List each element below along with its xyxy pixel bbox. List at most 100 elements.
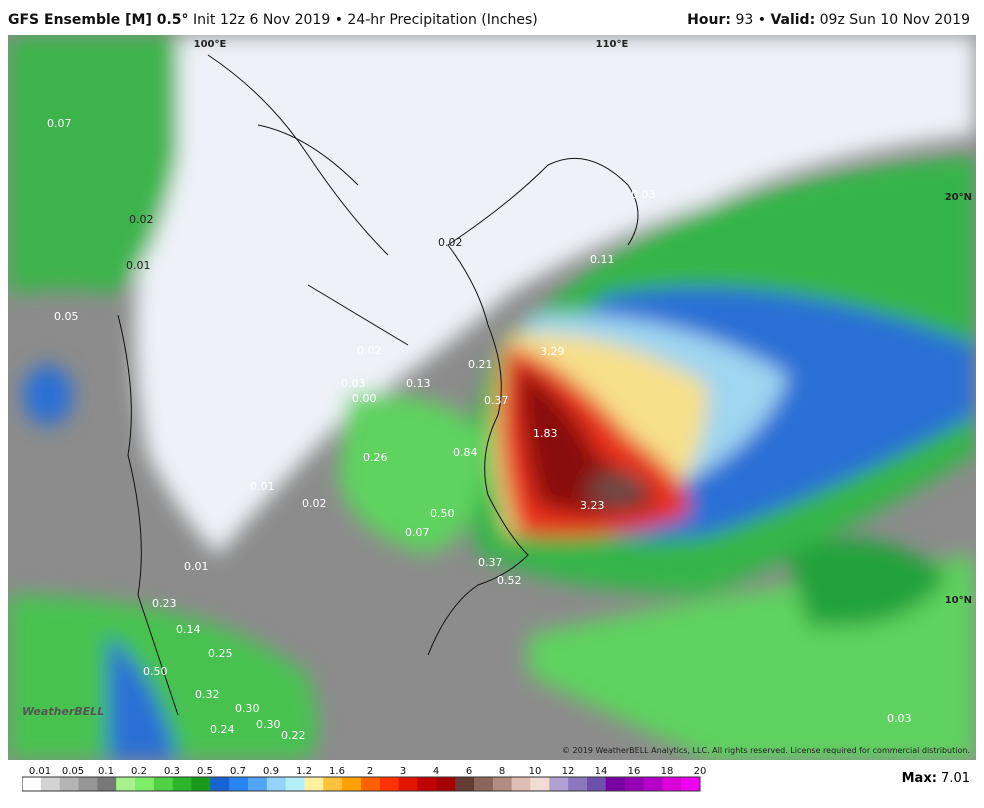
legend-swatch — [379, 777, 400, 791]
legend-swatch — [266, 777, 287, 791]
valid: 09z Sun 10 Nov 2019 — [819, 12, 970, 28]
legend-swatch — [436, 777, 456, 791]
hour: 93 — [735, 12, 754, 28]
legend-swatch — [78, 777, 98, 791]
point-label: 0.30 — [235, 702, 260, 715]
point-label: 0.01 — [184, 560, 209, 573]
grid-label: 20°N — [945, 192, 972, 203]
header-right: Hour: 93 • Valid: 09z Sun 10 Nov 2019 — [687, 12, 970, 28]
point-label: 0.11 — [590, 253, 615, 266]
legend-tick: 0.2 — [131, 766, 147, 777]
point-label: 1.83 — [533, 427, 558, 440]
legend-tick: 0.5 — [197, 766, 213, 777]
point-label: 0.52 — [497, 574, 522, 587]
point-label: 0.26 — [363, 451, 388, 464]
point-label: 0.03 — [631, 188, 656, 201]
legend-swatch — [135, 777, 155, 791]
max-label: Max: — [901, 771, 937, 786]
legend-tick: 0.7 — [230, 766, 246, 777]
legend-tick: 18 — [661, 766, 674, 777]
bullet: • — [334, 12, 343, 28]
point-label: 0.01 — [250, 480, 275, 493]
point-label: 0.01 — [126, 259, 151, 272]
precip-field — [8, 35, 976, 760]
legend-tick: 10 — [529, 766, 542, 777]
legend-swatch — [285, 777, 305, 791]
legend-swatch — [248, 777, 268, 791]
legend-tick: 0.9 — [263, 766, 279, 777]
point-label: 0.23 — [152, 597, 177, 610]
legend-tick: 0.3 — [164, 766, 180, 777]
legend-tick: 20 — [694, 766, 707, 777]
legend-swatch — [455, 777, 475, 791]
point-label: 0.07 — [405, 526, 430, 539]
legend-tick: 3 — [400, 766, 406, 777]
legend-tick: 1.6 — [329, 766, 345, 777]
legend-tick: 12 — [562, 766, 575, 777]
legend-swatch — [681, 777, 701, 791]
legend-tick: 0.05 — [62, 766, 84, 777]
legend-swatch — [511, 777, 531, 791]
legend-swatch — [662, 777, 682, 791]
legend-swatch — [624, 777, 644, 791]
point-label: 0.02 — [438, 236, 463, 249]
legend-swatch — [342, 777, 362, 791]
max: Max: 7.01 — [902, 771, 970, 786]
point-label: 0.84 — [453, 446, 478, 459]
point-label: 3.29 — [540, 345, 565, 358]
legend-swatch — [643, 777, 663, 791]
point-label: 0.14 — [176, 623, 201, 636]
legend-swatch — [587, 777, 607, 791]
legend-swatch — [492, 777, 513, 791]
point-label: 0.25 — [208, 647, 233, 660]
logo: WeatherBELL — [22, 705, 104, 718]
legend-swatch — [530, 777, 550, 791]
bullet: • — [757, 12, 766, 28]
point-label: 0.50 — [143, 665, 168, 678]
product: 24-hr Precipitation (Inches) — [347, 12, 538, 28]
legend-swatch — [549, 777, 569, 791]
point-label: 0.02 — [129, 213, 154, 226]
legend-tick: 1.2 — [296, 766, 312, 777]
legend-swatch — [40, 777, 61, 791]
legend-swatch — [417, 777, 437, 791]
point-label: 0.00 — [352, 392, 377, 405]
legend-swatch — [474, 777, 494, 791]
grid-labels: 100°E 110°E 20°N 10°N — [194, 39, 972, 606]
legend-swatch — [59, 777, 79, 791]
copyright: © 2019 WeatherBELL Analytics, LLC. All r… — [562, 746, 970, 755]
hour-label: Hour: — [687, 12, 731, 28]
point-label: 0.13 — [406, 377, 431, 390]
point-label: 0.22 — [281, 729, 306, 742]
legend-swatch — [304, 777, 324, 791]
map: 0.07 0.02 0.01 0.05 0.02 0.03 0.11 3.29 0.02 0.21… — [8, 35, 976, 760]
legend-swatch — [97, 777, 117, 791]
legend-tick: 2 — [367, 766, 373, 777]
point-label: 0.03 — [341, 377, 366, 390]
legend-swatch — [22, 777, 42, 791]
legend-tick: 6 — [466, 766, 472, 777]
legend-swatch — [361, 777, 381, 791]
point-label: 0.21 — [468, 358, 493, 371]
point-label: 0.03 — [887, 712, 912, 725]
grid-label: 100°E — [194, 39, 227, 50]
point-label: 3.23 — [580, 499, 605, 512]
point-label: 0.02 — [357, 344, 382, 357]
coastlines — [117, 54, 639, 716]
legend-tick: 16 — [628, 766, 641, 777]
point-label: 0.37 — [484, 394, 509, 407]
header-left: GFS Ensemble [M] 0.5° Init 12z 6 Nov 201… — [8, 12, 538, 28]
legend-swatch — [210, 777, 230, 791]
point-label: 0.32 — [195, 688, 220, 701]
legend: 0.01 0.05 0.1 0.2 0.3 0.5 0.7 0.9 1.2 1.6 2 3 4 6 8 10 1… — [22, 766, 707, 792]
point-label: 0.05 — [54, 310, 79, 323]
grid-label: 110°E — [596, 39, 629, 50]
point-label: 0.50 — [430, 507, 455, 520]
point-label: 0.02 — [302, 497, 327, 510]
legend-swatch — [191, 777, 211, 791]
title: GFS Ensemble [M] 0.5° — [8, 12, 189, 28]
legend-swatch — [116, 777, 136, 791]
point-label: 0.30 — [256, 718, 281, 731]
point-labels: 0.07 0.02 0.01 0.05 0.02 0.03 0.11 3.29 0.02 0.21… — [47, 117, 912, 742]
